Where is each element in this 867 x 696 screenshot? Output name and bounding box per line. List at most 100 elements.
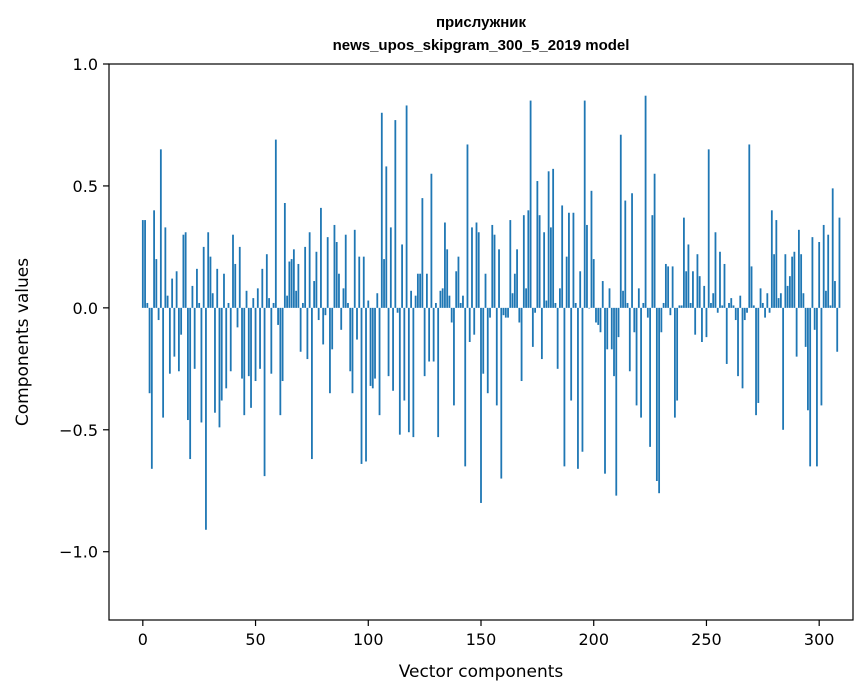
bar-component-29 [207, 232, 210, 308]
bar-component-171 [527, 210, 530, 308]
bar-component-240 [683, 217, 685, 308]
bar-component-194 [579, 271, 582, 308]
bar-component-133 [441, 288, 444, 308]
bar-component-161 [504, 307, 507, 318]
bar-component-306 [831, 188, 834, 308]
bar-component-19 [184, 232, 187, 308]
bar-component-148 [475, 222, 478, 308]
plot-area-frame [108, 63, 854, 621]
bar-component-43 [238, 246, 241, 308]
y-tick-label: 1.0 [73, 55, 98, 74]
bar-component-78 [317, 307, 320, 321]
bar-component-283 [779, 293, 782, 308]
bar-component-107 [383, 259, 385, 308]
bar-component-250 [705, 307, 708, 338]
bar-component-99 [365, 307, 367, 462]
bar-component-209 [613, 307, 615, 377]
bar-component-121 [414, 295, 417, 308]
bar-component-201 [595, 307, 597, 323]
bar-component-68 [295, 290, 298, 308]
bar-component-197 [586, 224, 588, 308]
bar-component-170 [525, 288, 527, 308]
bar-component-294 [804, 307, 807, 347]
bar-component-76 [313, 281, 316, 308]
bar-component-185 [559, 288, 561, 308]
bar-component-181 [549, 227, 552, 308]
bar-component-164 [511, 293, 514, 308]
bar-component-95 [356, 307, 358, 340]
bar-component-45 [243, 307, 246, 416]
bar-component-30 [209, 256, 212, 308]
bar-component-7 [157, 307, 160, 321]
bar-component-220 [637, 288, 640, 308]
bar-component-131 [437, 307, 440, 438]
bar-component-25 [198, 302, 201, 308]
bar-component-69 [297, 263, 300, 308]
bar-component-298 [813, 307, 816, 330]
y-axis-ticks: −1.0 −0.5 0.0 0.5 1.0 [59, 55, 109, 562]
bar-component-288 [791, 256, 794, 308]
bar-component-124 [421, 198, 424, 308]
bar-component-272 [755, 307, 757, 416]
bar-component-42 [236, 307, 239, 328]
bar-component-160 [502, 307, 505, 316]
bar-component-11 [166, 295, 169, 308]
bar-component-38 [227, 302, 230, 308]
bar-component-3 [148, 307, 151, 394]
bar-component-154 [489, 307, 491, 318]
bar-component-212 [619, 134, 622, 308]
bar-component-199 [590, 190, 593, 308]
bar-component-204 [601, 281, 604, 308]
bar-component-86 [335, 242, 338, 308]
bar-component-143 [464, 307, 467, 467]
bar-component-140 [457, 256, 460, 308]
bar-component-275 [761, 302, 764, 308]
bar-component-105 [378, 307, 381, 416]
bar-component-146 [471, 227, 473, 308]
bar-component-60 [277, 307, 279, 325]
bar-component-302 [822, 224, 825, 308]
bar-component-150 [480, 307, 482, 503]
bar-component-1 [144, 220, 146, 308]
bar-component-259 [725, 307, 728, 364]
bar-component-234 [669, 307, 672, 316]
bar-component-188 [565, 256, 568, 308]
bar-component-280 [773, 254, 775, 308]
bar-component-59 [274, 139, 277, 308]
bar-component-51 [256, 288, 259, 308]
x-tick-label: 100 [353, 630, 384, 649]
bar-component-237 [676, 307, 679, 401]
bar-component-182 [552, 168, 555, 308]
bar-component-178 [543, 232, 546, 308]
bar-component-147 [473, 307, 476, 335]
bar-component-50 [254, 307, 257, 382]
bar-component-64 [286, 295, 289, 308]
bar-component-15 [175, 271, 178, 308]
bar-component-53 [261, 268, 264, 308]
bar-component-270 [750, 266, 753, 308]
bar-component-5 [153, 210, 155, 308]
y-axis-label: Components values [13, 258, 33, 426]
bar-component-268 [746, 307, 748, 313]
bar-component-0 [141, 220, 144, 308]
bar-component-281 [775, 220, 778, 308]
bar-component-109 [387, 307, 390, 377]
bar-component-195 [581, 307, 584, 452]
bar-component-26 [200, 307, 203, 423]
bar-component-213 [622, 290, 624, 308]
bar-component-192 [574, 302, 577, 308]
bar-component-156 [493, 234, 496, 308]
bar-component-174 [534, 307, 537, 313]
bar-component-73 [306, 307, 309, 360]
bar-component-191 [572, 212, 575, 308]
bar-component-34 [218, 307, 221, 428]
bar-component-82 [326, 237, 329, 308]
bar-component-123 [419, 273, 422, 308]
bar-component-226 [651, 215, 654, 308]
bar-component-21 [189, 307, 192, 460]
bar-component-135 [446, 249, 449, 308]
bar-component-139 [455, 271, 458, 308]
bar-component-92 [349, 307, 352, 372]
x-tick-label: 150 [466, 630, 497, 649]
